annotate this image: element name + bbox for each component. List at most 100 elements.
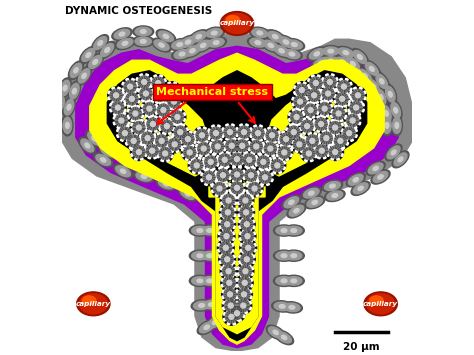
- Circle shape: [256, 169, 273, 186]
- Wedge shape: [230, 263, 233, 266]
- Circle shape: [244, 222, 249, 227]
- Wedge shape: [256, 193, 259, 197]
- Circle shape: [221, 274, 237, 291]
- Wedge shape: [140, 115, 144, 118]
- Circle shape: [248, 182, 261, 195]
- Wedge shape: [189, 161, 191, 164]
- Wedge shape: [333, 89, 336, 92]
- Wedge shape: [122, 82, 125, 85]
- Wedge shape: [222, 307, 226, 310]
- Wedge shape: [224, 167, 228, 170]
- Wedge shape: [208, 135, 211, 137]
- Wedge shape: [131, 119, 134, 122]
- Ellipse shape: [323, 47, 339, 55]
- Wedge shape: [131, 129, 134, 132]
- Wedge shape: [236, 128, 239, 131]
- Wedge shape: [256, 176, 259, 180]
- Wedge shape: [244, 138, 246, 141]
- Ellipse shape: [73, 68, 78, 73]
- Circle shape: [216, 151, 233, 168]
- Wedge shape: [238, 166, 241, 169]
- Wedge shape: [235, 133, 238, 137]
- Wedge shape: [250, 284, 253, 287]
- Ellipse shape: [201, 251, 218, 260]
- Wedge shape: [255, 163, 258, 166]
- Wedge shape: [145, 125, 148, 129]
- Wedge shape: [240, 137, 243, 140]
- Circle shape: [310, 138, 315, 143]
- Wedge shape: [230, 155, 233, 158]
- Wedge shape: [252, 167, 255, 170]
- Wedge shape: [161, 159, 164, 162]
- Wedge shape: [137, 119, 140, 122]
- Wedge shape: [298, 82, 301, 85]
- Wedge shape: [336, 82, 339, 85]
- Circle shape: [288, 109, 305, 125]
- Wedge shape: [225, 184, 228, 187]
- Ellipse shape: [383, 117, 391, 133]
- Wedge shape: [148, 156, 151, 159]
- Ellipse shape: [86, 130, 103, 147]
- Wedge shape: [232, 255, 236, 258]
- Wedge shape: [157, 146, 160, 149]
- Circle shape: [238, 216, 255, 233]
- Wedge shape: [166, 146, 170, 149]
- Wedge shape: [220, 196, 224, 199]
- Ellipse shape: [115, 37, 135, 50]
- Wedge shape: [240, 299, 243, 302]
- Ellipse shape: [140, 30, 146, 33]
- Ellipse shape: [351, 61, 356, 66]
- Wedge shape: [147, 86, 150, 88]
- Circle shape: [165, 93, 182, 110]
- Circle shape: [228, 292, 233, 297]
- Wedge shape: [123, 103, 126, 106]
- Circle shape: [343, 127, 355, 139]
- Wedge shape: [232, 311, 235, 314]
- Ellipse shape: [305, 196, 325, 209]
- Circle shape: [217, 169, 229, 181]
- Circle shape: [229, 314, 234, 319]
- Wedge shape: [247, 276, 250, 279]
- Wedge shape: [301, 106, 304, 110]
- Circle shape: [263, 175, 267, 180]
- Wedge shape: [230, 276, 233, 279]
- Ellipse shape: [303, 188, 319, 198]
- Ellipse shape: [56, 122, 59, 128]
- Wedge shape: [337, 119, 339, 122]
- Wedge shape: [228, 264, 232, 268]
- Circle shape: [202, 153, 219, 170]
- Wedge shape: [236, 296, 239, 299]
- Wedge shape: [317, 110, 319, 113]
- Ellipse shape: [247, 37, 268, 49]
- Wedge shape: [226, 297, 229, 301]
- Wedge shape: [126, 138, 129, 141]
- Wedge shape: [199, 141, 202, 143]
- Wedge shape: [248, 301, 252, 304]
- Wedge shape: [242, 216, 246, 219]
- Wedge shape: [172, 133, 175, 137]
- Wedge shape: [337, 144, 339, 147]
- Wedge shape: [252, 255, 255, 258]
- Circle shape: [110, 89, 122, 102]
- Wedge shape: [210, 169, 213, 172]
- Wedge shape: [146, 87, 148, 90]
- Wedge shape: [173, 109, 176, 112]
- Wedge shape: [233, 305, 236, 308]
- Wedge shape: [286, 158, 289, 160]
- Wedge shape: [242, 204, 245, 207]
- Wedge shape: [296, 106, 299, 110]
- Wedge shape: [317, 88, 320, 91]
- Wedge shape: [292, 109, 295, 112]
- Circle shape: [137, 85, 155, 102]
- Ellipse shape: [394, 108, 398, 113]
- Circle shape: [130, 144, 147, 160]
- Wedge shape: [180, 135, 183, 138]
- Circle shape: [109, 99, 126, 116]
- Wedge shape: [340, 129, 343, 132]
- Wedge shape: [250, 253, 253, 256]
- Wedge shape: [321, 79, 324, 82]
- Wedge shape: [342, 146, 345, 149]
- Wedge shape: [329, 86, 332, 88]
- Ellipse shape: [314, 52, 319, 56]
- Wedge shape: [205, 154, 208, 157]
